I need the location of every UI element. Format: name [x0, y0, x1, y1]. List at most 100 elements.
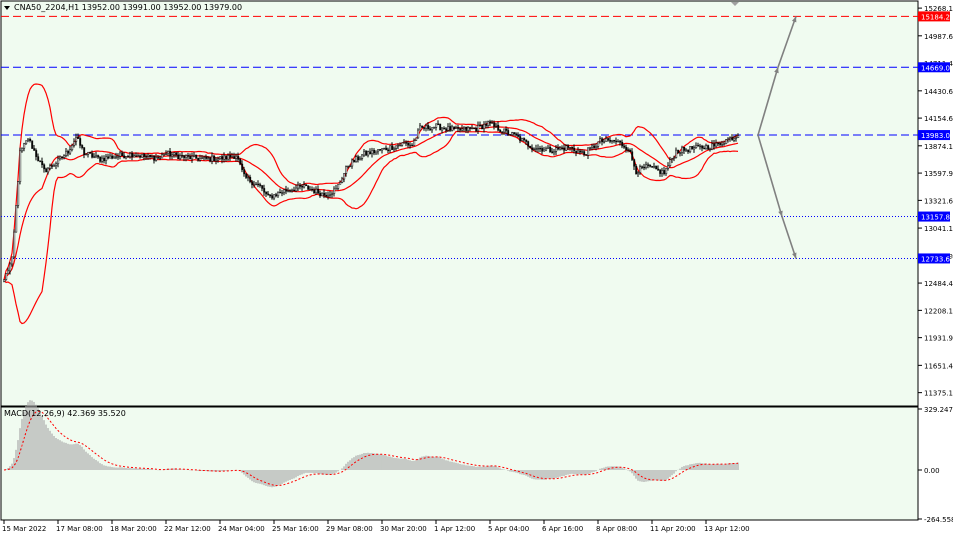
- candle-body: [379, 149, 382, 151]
- candle-body: [187, 155, 190, 157]
- candle-body: [475, 128, 478, 132]
- price-tick-label: 12208.15: [924, 307, 953, 315]
- candle-body: [655, 166, 658, 170]
- candle-body: [333, 188, 336, 194]
- candle-body: [331, 193, 334, 195]
- candle-body: [483, 123, 486, 130]
- candle-body: [731, 137, 734, 141]
- candle-body: [107, 156, 110, 159]
- candle-body: [687, 149, 690, 153]
- macd-tick-label: -264.558: [924, 516, 953, 524]
- candle-body: [133, 155, 136, 158]
- candle-body: [281, 192, 284, 194]
- arrow-head-icon[interactable]: [774, 67, 779, 74]
- candle-body: [9, 263, 12, 272]
- candle-body: [87, 152, 90, 155]
- candle-body: [657, 168, 660, 171]
- candle-body: [63, 155, 66, 158]
- candle-body: [625, 147, 628, 150]
- candle-body: [45, 168, 48, 173]
- candle-body: [321, 192, 324, 197]
- arrow-head-icon[interactable]: [791, 16, 797, 23]
- candle-body: [205, 156, 208, 159]
- candle-body: [201, 157, 204, 159]
- projection-arrow-line[interactable]: [757, 134, 783, 217]
- candle-body: [723, 143, 726, 145]
- candle-body: [509, 134, 512, 136]
- candle-body: [697, 145, 700, 147]
- candle-body: [463, 127, 466, 130]
- candle-body: [235, 155, 238, 159]
- projection-arrows[interactable]: [757, 16, 797, 259]
- candle-body: [643, 166, 646, 169]
- candle-body: [417, 129, 420, 139]
- candle-body: [313, 189, 316, 194]
- candle-body: [633, 159, 636, 167]
- candle-body: [289, 190, 292, 192]
- candle-body: [59, 156, 62, 159]
- arrow-head-icon[interactable]: [778, 210, 783, 217]
- candle-body: [529, 145, 532, 149]
- projection-arrow-line[interactable]: [781, 216, 797, 259]
- scroll-marker-icon[interactable]: [731, 2, 739, 6]
- candle-body: [401, 142, 404, 146]
- candle-body: [173, 152, 176, 155]
- candle-body: [213, 155, 216, 162]
- candle-body: [57, 158, 60, 165]
- candle-body: [623, 145, 626, 148]
- candle-body: [629, 149, 632, 153]
- candle-body: [377, 149, 380, 152]
- level-lines[interactable]: [1, 15, 918, 259]
- candle-body: [209, 157, 212, 162]
- level-label-box: [918, 11, 950, 22]
- candle-body: [237, 155, 240, 160]
- candle-body: [215, 159, 218, 162]
- candle-body: [565, 145, 568, 151]
- candle-body: [505, 128, 508, 131]
- candle-body: [177, 154, 180, 160]
- candle-body: [323, 192, 326, 196]
- candle-body: [383, 147, 386, 150]
- candle-body: [709, 148, 712, 151]
- projection-arrow-line[interactable]: [777, 16, 797, 68]
- candle-body: [345, 166, 348, 174]
- candle-body: [147, 154, 150, 157]
- candle-body: [627, 149, 630, 151]
- candle-body: [239, 159, 242, 165]
- dropdown-triangle-icon[interactable]: [4, 6, 10, 10]
- time-tick-label: 29 Mar 08:00: [326, 525, 373, 533]
- candle-body: [131, 153, 134, 158]
- time-tick-label: 22 Mar 12:00: [164, 525, 211, 533]
- time-tick-label: 8 Apr 08:00: [596, 525, 637, 533]
- candle-body: [197, 158, 200, 161]
- candle-body: [485, 123, 488, 126]
- arrow-head-icon[interactable]: [792, 252, 797, 259]
- candle-body: [261, 185, 264, 189]
- candle-body: [677, 149, 680, 154]
- candle-body: [183, 155, 186, 158]
- projection-arrow-line[interactable]: [757, 67, 779, 136]
- candle-body: [39, 160, 42, 162]
- candle-body: [455, 127, 458, 129]
- candle-body: [397, 144, 400, 147]
- candle-body: [487, 121, 490, 126]
- candle-body: [23, 143, 26, 149]
- time-tick-label: 30 Mar 20:00: [380, 525, 427, 533]
- candle-body: [21, 147, 24, 152]
- candle-body: [151, 155, 154, 158]
- candle-body: [335, 188, 338, 190]
- candle-body: [341, 178, 344, 183]
- candle-body: [129, 153, 132, 158]
- candle-body: [231, 156, 234, 158]
- candle-body: [375, 150, 378, 154]
- candle-body: [637, 172, 640, 175]
- candle-body: [19, 150, 22, 182]
- time-tick-label: 13 Apr 12:00: [704, 525, 750, 533]
- candle-body: [639, 166, 642, 173]
- candle-body: [123, 155, 126, 159]
- candle-body: [357, 156, 360, 161]
- candle-body: [71, 145, 74, 150]
- candle-body: [79, 138, 82, 146]
- candle-body: [663, 170, 666, 174]
- candle-body: [75, 137, 78, 142]
